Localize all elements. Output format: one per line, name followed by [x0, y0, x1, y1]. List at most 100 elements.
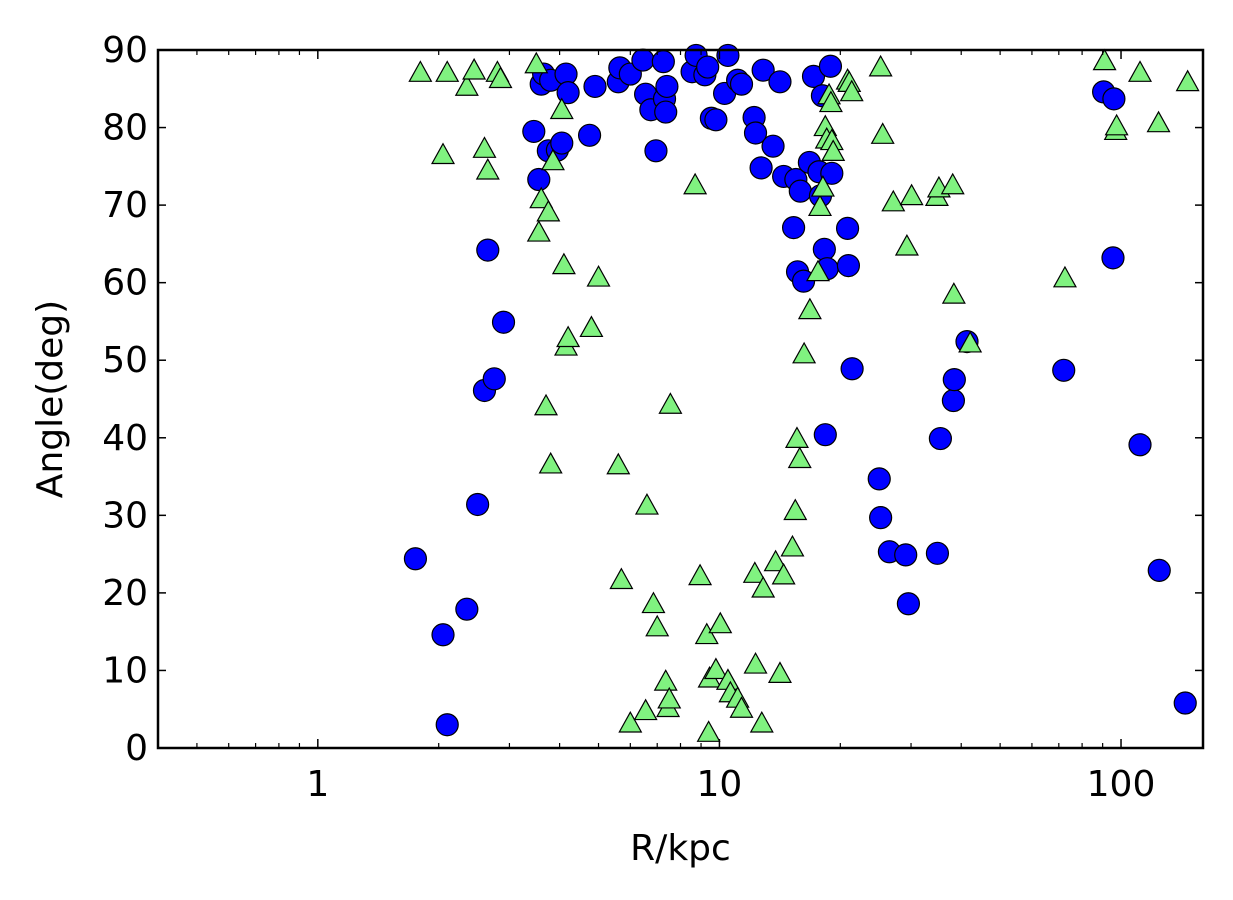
- data-point-triangle: [435, 60, 460, 82]
- data-markers: [403, 43, 1200, 742]
- data-point-circle: [476, 238, 500, 262]
- data-point-triangle: [1127, 60, 1153, 82]
- x-axis-label: R/kpc: [630, 828, 731, 869]
- data-point-triangle: [703, 657, 728, 680]
- data-point-circle: [867, 467, 891, 491]
- data-point-triangle: [870, 122, 895, 144]
- data-point-circle: [651, 50, 675, 74]
- y-tick-label: 40: [102, 418, 148, 459]
- data-point-triangle: [633, 698, 658, 721]
- data-point-circle: [556, 81, 580, 105]
- data-point-triangle: [658, 392, 683, 414]
- data-point-circle: [482, 367, 506, 391]
- data-point-triangle: [1052, 265, 1077, 288]
- data-point-triangle: [696, 720, 721, 742]
- x-tick-label: 10: [697, 764, 743, 805]
- data-point-triangle: [641, 591, 666, 614]
- data-point-circle: [716, 43, 740, 68]
- data-point-triangle: [538, 451, 563, 474]
- data-point-triangle: [524, 51, 549, 74]
- data-point-circle: [491, 310, 516, 334]
- data-point-triangle: [533, 393, 559, 416]
- data-point-triangle: [472, 136, 497, 158]
- data-point-circle: [761, 134, 785, 158]
- data-point-circle: [925, 541, 950, 565]
- data-point-triangle: [551, 252, 576, 275]
- data-point-triangle: [771, 562, 796, 585]
- data-point-triangle: [1104, 113, 1129, 136]
- data-point-triangle: [751, 576, 776, 598]
- data-point-triangle: [749, 710, 774, 733]
- data-point-triangle: [1175, 69, 1200, 92]
- data-point-circle: [655, 74, 679, 99]
- data-point-triangle: [475, 157, 500, 180]
- data-point-circle: [577, 123, 602, 147]
- y-tick-label: 90: [102, 30, 148, 71]
- y-axis-label: Angle(deg): [30, 300, 71, 498]
- data-point-circle: [840, 357, 864, 381]
- data-point-triangle: [694, 622, 719, 645]
- data-point-circle: [1173, 691, 1197, 715]
- data-point-circle: [1128, 433, 1152, 457]
- data-point-circle: [928, 426, 952, 451]
- y-tick-label: 50: [102, 340, 148, 381]
- data-point-circle: [835, 216, 860, 240]
- data-point-triangle: [408, 60, 433, 82]
- data-point-circle: [466, 492, 490, 517]
- data-point-circle: [942, 368, 966, 392]
- data-point-triangle: [536, 199, 561, 222]
- data-point-triangle: [805, 259, 831, 282]
- data-point-triangle: [526, 220, 551, 242]
- data-point-triangle: [488, 66, 513, 89]
- data-point-triangle: [609, 567, 634, 590]
- data-point-triangle: [894, 233, 919, 256]
- data-point-circle: [836, 254, 861, 278]
- data-point-triangle: [881, 189, 906, 212]
- data-point-triangle: [618, 710, 643, 733]
- data-point-triangle: [1092, 48, 1117, 71]
- data-point-triangle: [763, 549, 788, 572]
- data-point-triangle: [767, 661, 792, 683]
- data-point-circle: [894, 543, 918, 567]
- data-point-triangle: [657, 686, 682, 709]
- data-point-triangle: [797, 297, 822, 320]
- data-point-triangle: [634, 493, 659, 515]
- data-point-triangle: [688, 563, 713, 586]
- data-point-triangle: [810, 175, 835, 197]
- data-point-triangle: [708, 611, 733, 634]
- data-point-circle: [812, 237, 836, 261]
- data-point-circle: [1052, 358, 1076, 382]
- data-point-circle: [781, 216, 806, 240]
- y-tick-label: 30: [102, 495, 148, 536]
- data-point-circle: [751, 58, 775, 82]
- data-point-circle: [631, 48, 655, 72]
- data-point-triangle: [454, 74, 479, 96]
- data-point-circle: [431, 623, 455, 647]
- data-point-triangle: [586, 265, 611, 287]
- data-point-circle: [768, 70, 792, 94]
- data-point-triangle: [645, 614, 670, 637]
- data-point-triangle: [818, 90, 843, 113]
- y-tick-label: 70: [102, 185, 148, 226]
- data-point-triangle: [780, 534, 805, 557]
- data-point-triangle: [792, 341, 817, 364]
- y-tick-label: 10: [102, 650, 148, 691]
- y-tick-label: 0: [125, 728, 148, 769]
- data-point-triangle: [807, 194, 833, 217]
- data-point-triangle: [743, 652, 768, 674]
- data-point-circle: [749, 156, 773, 180]
- data-point-triangle: [821, 139, 846, 161]
- x-tick-label: 100: [1087, 764, 1156, 805]
- y-tick-label: 20: [102, 573, 148, 614]
- axis-ticks: 0 10 20 30 40 50 60 70 80 90 1 10 100: [102, 30, 1203, 805]
- data-point-circle: [522, 119, 546, 144]
- data-point-triangle: [742, 561, 767, 583]
- data-point-triangle: [839, 79, 864, 102]
- data-point-circle: [896, 592, 920, 616]
- data-point-circle: [455, 597, 479, 621]
- data-point-triangle: [556, 325, 581, 348]
- data-point-triangle: [729, 696, 754, 718]
- data-point-circle: [941, 388, 966, 413]
- data-point-circle: [654, 100, 678, 124]
